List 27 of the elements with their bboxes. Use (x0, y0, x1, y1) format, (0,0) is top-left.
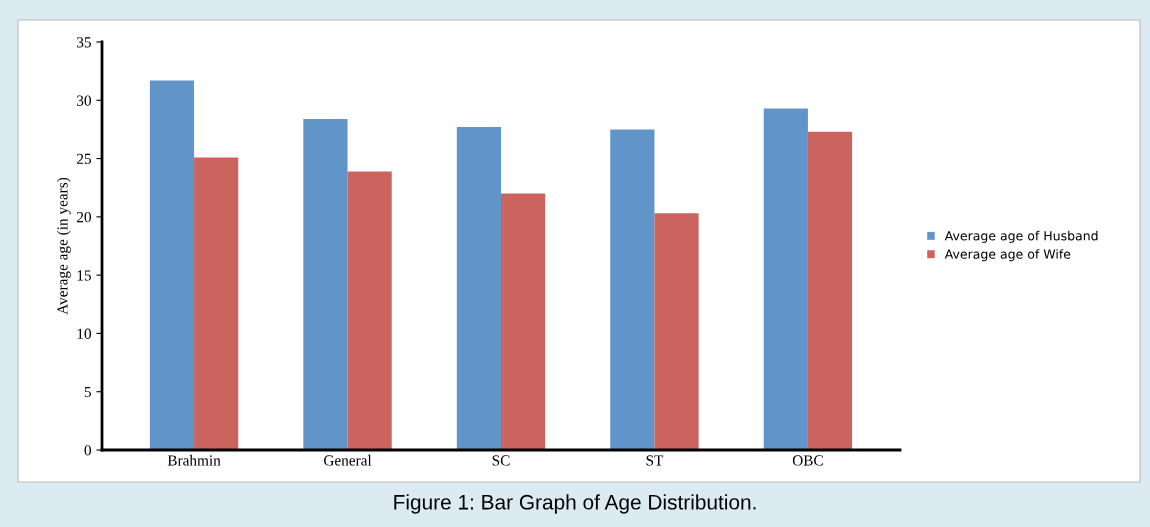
caption: Figure 1: Bar Graph of Age Distribution. (394, 494, 756, 514)
y-tick-label: 20 (76, 212, 91, 223)
y-tick-label: 35 (77, 37, 91, 48)
y-tick-label: 15 (77, 270, 91, 281)
x-tick-label: ST (646, 455, 664, 466)
bar (303, 118, 348, 450)
y-tick-label: 5 (84, 387, 91, 398)
y-axis-title: Average age (in years) (56, 177, 71, 315)
x-tick-label: SC (492, 455, 510, 466)
legend-label: Average age of Wife (944, 249, 1071, 262)
bar (194, 157, 239, 450)
bar (807, 131, 853, 450)
legend-label: Average age of Husband (944, 230, 1098, 243)
bar (654, 213, 699, 450)
bar (501, 193, 546, 450)
x-tick-label: General (323, 454, 372, 466)
bar (763, 108, 808, 450)
bar (610, 129, 655, 450)
y-tick-label: 25 (76, 153, 91, 165)
y-tick-label: 10 (77, 328, 91, 339)
bar (456, 127, 501, 450)
y-tick-label: 30 (77, 95, 91, 106)
x-tick-label: Brahmin (167, 454, 221, 466)
x-tick-label: OBC (792, 455, 823, 466)
y-tick-label: 0 (84, 445, 91, 456)
bar (347, 171, 392, 450)
bar (149, 80, 195, 450)
